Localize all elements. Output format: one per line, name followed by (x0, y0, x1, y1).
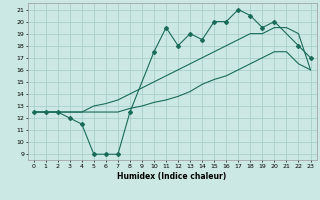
X-axis label: Humidex (Indice chaleur): Humidex (Indice chaleur) (117, 172, 227, 181)
